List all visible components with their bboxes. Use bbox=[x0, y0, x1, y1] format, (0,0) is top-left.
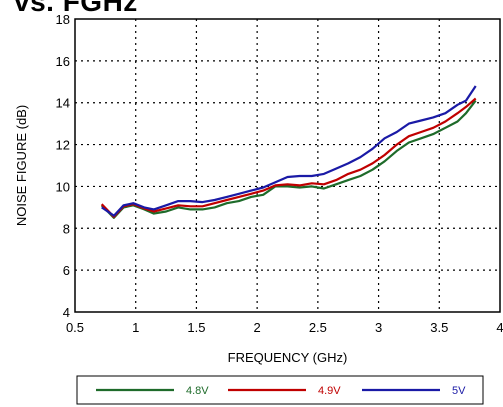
y-tick-label: 10 bbox=[56, 179, 70, 194]
legend-label: 4.8V bbox=[186, 385, 209, 397]
grid bbox=[75, 19, 500, 312]
plot-frame bbox=[74, 18, 501, 313]
x-tick-label: 3 bbox=[375, 320, 382, 335]
y-tick-label: 4 bbox=[63, 305, 70, 320]
page-title-fragment: vs. FGHz bbox=[14, 0, 138, 17]
y-tick-label: 14 bbox=[56, 96, 70, 111]
legend-label: 4.9V bbox=[318, 385, 341, 397]
legend-items: 4.8V 4.9V 5V bbox=[96, 385, 466, 397]
x-tick-label: 2 bbox=[254, 320, 261, 335]
x-tick-label: 3.5 bbox=[430, 320, 448, 335]
tick-labels: 0.5 1 1.5 2 2.5 3 3.5 4 4 6 8 10 12 14 16 18 bbox=[56, 12, 503, 335]
y-tick-label: 6 bbox=[63, 263, 70, 278]
x-axis-label: FREQUENCY (GHz) bbox=[228, 350, 348, 365]
x-tick-label: 1.5 bbox=[187, 320, 205, 335]
series-lines bbox=[100, 85, 477, 219]
x-tick-label: 2.5 bbox=[309, 320, 327, 335]
y-axis-label: NOISE FIGURE (dB) bbox=[14, 105, 29, 226]
series-line-5v bbox=[101, 85, 477, 217]
y-tick-label: 8 bbox=[63, 221, 70, 236]
y-tick-label: 16 bbox=[56, 54, 70, 69]
y-tick-label: 12 bbox=[56, 138, 70, 153]
series-line-4-8v bbox=[100, 99, 477, 219]
legend: 4.8V 4.9V 5V bbox=[76, 375, 484, 405]
y-tick-label: 18 bbox=[56, 12, 70, 27]
x-tick-label: 0.5 bbox=[66, 320, 84, 335]
legend-label: 5V bbox=[452, 385, 466, 397]
x-tick-label: 1 bbox=[132, 320, 139, 335]
series-line-4-9v bbox=[100, 97, 477, 218]
x-tick-label: 4 bbox=[496, 320, 503, 335]
